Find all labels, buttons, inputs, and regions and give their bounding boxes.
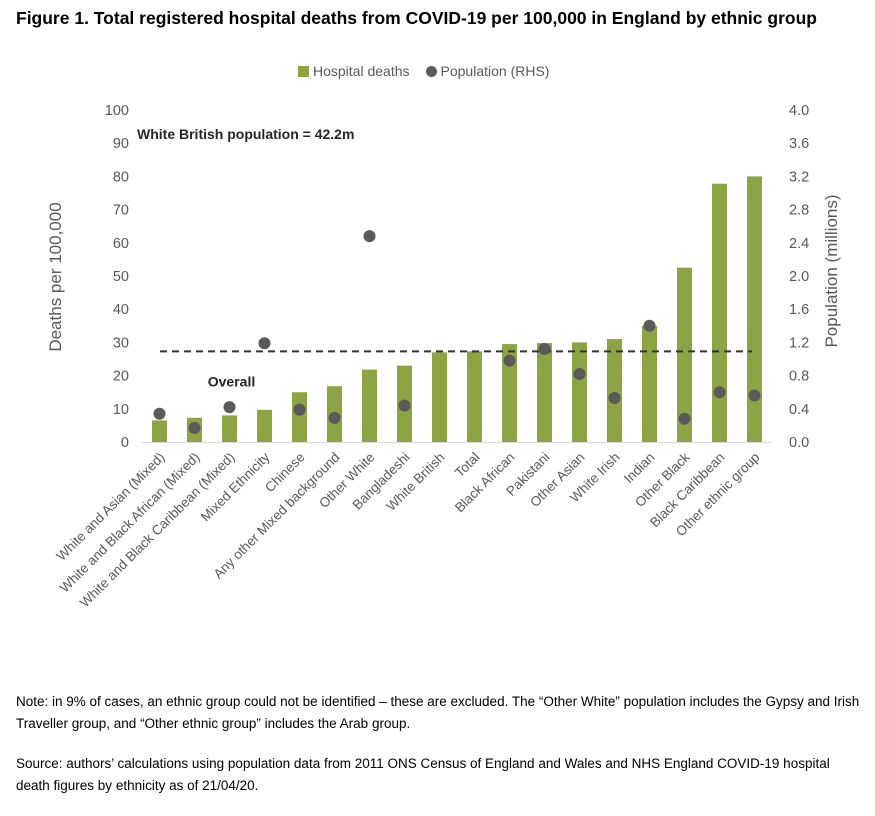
y-tick-label: 80	[113, 169, 129, 185]
population-dots	[153, 230, 761, 434]
bar	[467, 351, 482, 442]
population-dot	[293, 403, 306, 416]
y2-tick-label: 0.4	[789, 402, 809, 418]
figure-title: Figure 1. Total registered hospital deat…	[16, 8, 817, 28]
y2-tick-label: 4.0	[789, 103, 809, 119]
bar	[222, 415, 237, 442]
bar	[152, 420, 167, 442]
y-tick-label: 20	[113, 369, 129, 385]
white-british-annotation: White British population = 42.2m	[137, 126, 354, 142]
y2-tick-label: 1.2	[789, 335, 809, 351]
bar	[432, 352, 447, 442]
population-dot	[503, 354, 516, 367]
chart-legend: Hospital deaths Population (RHS)	[298, 63, 549, 79]
bars	[152, 176, 762, 442]
y2-tick-label: 2.8	[789, 203, 809, 219]
legend-dot-swatch	[425, 65, 437, 77]
x-tick-label: White and Black African (Mixed)	[57, 450, 203, 596]
chart: 0 10 20 30 40 50 60 70 80 90 100 0.0 0.4 0.8 1.2 1.6 2.…	[46, 103, 841, 610]
x-tick-label: Total	[452, 450, 483, 481]
population-dot	[678, 412, 691, 425]
bar	[292, 392, 307, 442]
y2-axis-ticks: 0.0 0.4 0.8 1.2 1.6 2.0 2.4 2.8 3.2 3.6 4.0	[789, 103, 809, 451]
y-axis-ticks: 0 10 20 30 40 50 60 70 80 90 100	[105, 103, 129, 451]
legend-item-hospital-deaths: Hospital deaths	[298, 63, 410, 79]
y2-tick-label: 0.8	[789, 369, 809, 385]
figure-note: Note: in 9% of cases, an ethnic group co…	[16, 694, 860, 731]
y-tick-label: 50	[113, 269, 129, 285]
bar	[537, 343, 552, 442]
y2-tick-label: 2.4	[789, 236, 809, 252]
legend-label-hospital-deaths: Hospital deaths	[313, 63, 410, 79]
y2-tick-label: 3.6	[789, 136, 809, 152]
y2-tick-label: 3.2	[789, 169, 809, 185]
y-tick-label: 60	[113, 236, 129, 252]
x-tick-label: White and Black Caribbean (Mixed)	[77, 450, 238, 611]
y-tick-label: 100	[105, 103, 129, 119]
overall-label: Overall	[208, 374, 255, 390]
y2-tick-label: 2.0	[789, 269, 809, 285]
y-tick-label: 0	[121, 435, 129, 451]
bar	[502, 344, 517, 442]
population-dot	[363, 230, 376, 243]
y-tick-label: 40	[113, 302, 129, 318]
y2-tick-label: 0.0	[789, 435, 809, 451]
population-dot	[153, 407, 166, 420]
legend-label-population: Population (RHS)	[440, 63, 550, 79]
y2-axis-label: Population (millions)	[822, 194, 841, 347]
bar	[362, 369, 377, 442]
y-tick-label: 70	[113, 203, 129, 219]
bar	[747, 176, 762, 442]
legend-bar-swatch	[298, 65, 309, 77]
population-dot	[188, 421, 201, 434]
population-dot	[223, 401, 236, 414]
population-dot	[713, 386, 726, 399]
y-tick-label: 30	[113, 335, 129, 351]
y-tick-label: 90	[113, 136, 129, 152]
y-tick-label: 10	[113, 402, 129, 418]
legend-item-population: Population (RHS)	[425, 63, 550, 79]
population-dot	[608, 392, 621, 405]
population-dot	[258, 337, 271, 350]
bar	[572, 342, 587, 442]
population-dot	[538, 343, 551, 356]
population-dot	[398, 399, 411, 412]
population-dot	[748, 389, 761, 402]
population-dot	[573, 367, 586, 380]
bar	[257, 409, 272, 442]
bar	[677, 267, 692, 442]
figure-source: Source: authors’ calculations using popu…	[16, 756, 830, 793]
bar	[642, 325, 657, 442]
y-axis-label: Deaths per 100,000	[46, 202, 65, 351]
population-dot	[643, 319, 656, 332]
population-dot	[328, 411, 341, 424]
bar	[712, 183, 727, 442]
y2-tick-label: 1.6	[789, 302, 809, 318]
bar	[607, 339, 622, 442]
x-axis-labels: White and Asian (Mixed)White and Black A…	[54, 449, 763, 610]
